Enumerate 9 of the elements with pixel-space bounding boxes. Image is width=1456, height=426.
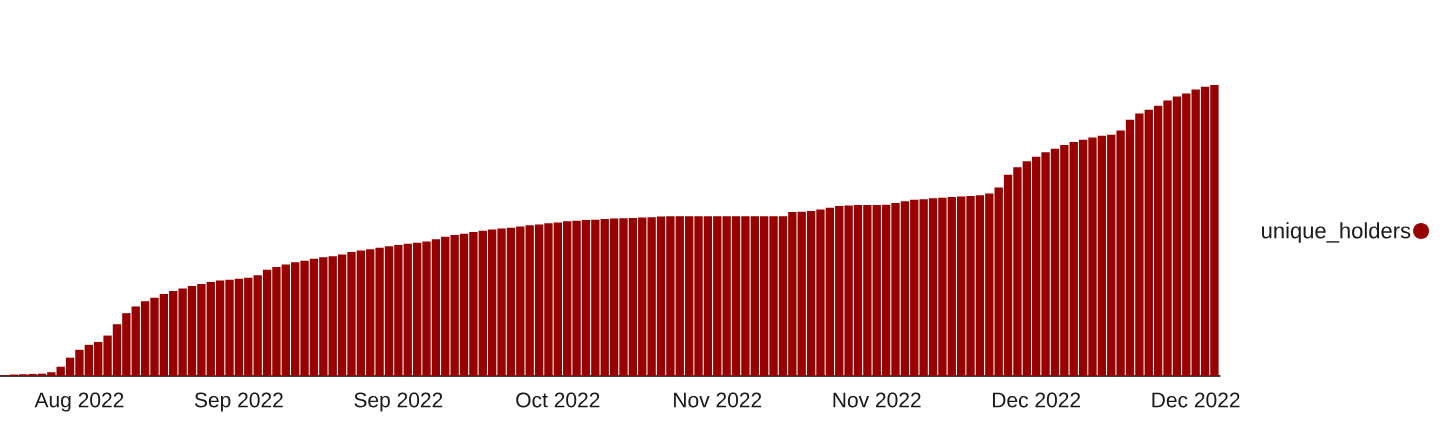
x-tick-label: Oct 2022: [516, 392, 600, 408]
x-tick-label: Nov 2022: [833, 392, 921, 408]
x-tick-label: Dec 2022: [1152, 392, 1240, 408]
x-tick-label: Aug 2022: [34, 392, 124, 412]
x-tick-label: Sep 2022: [194, 392, 283, 412]
x-tick-label: Dec 2022: [992, 392, 1081, 408]
legend-label: unique_holders: [1262, 222, 1411, 243]
x-tick-label: Nov 2022: [674, 392, 762, 408]
x-tick-label: Sep 2022: [354, 392, 443, 412]
